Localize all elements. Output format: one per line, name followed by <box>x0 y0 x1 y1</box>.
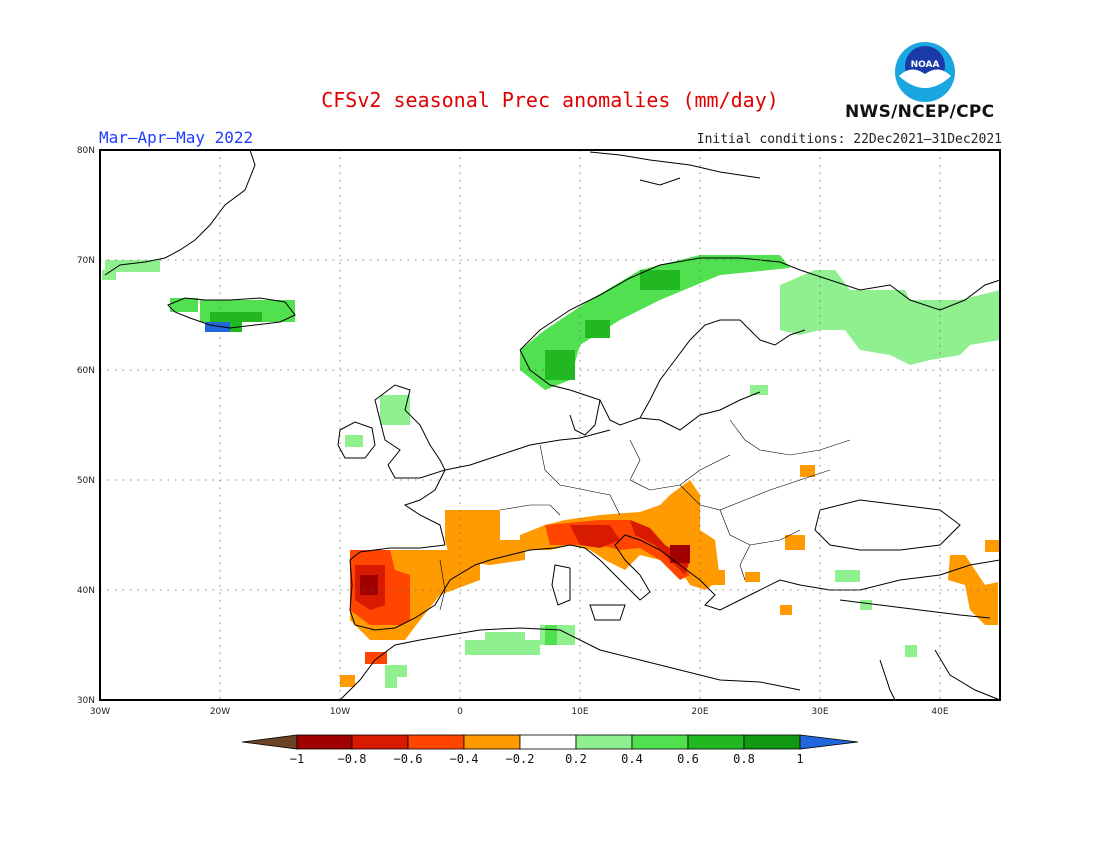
colorbar-label: −0.8 <box>338 752 367 766</box>
colorbar-swatch <box>743 734 801 750</box>
colorbar-swatch <box>631 734 689 750</box>
graticule <box>100 150 1000 700</box>
colorbar-label: 1 <box>796 752 803 766</box>
map-title: CFSv2 seasonal Prec anomalies (mm/day) <box>321 88 779 112</box>
colorbar-swatch <box>575 734 633 750</box>
lat-tick: 80N <box>77 146 95 156</box>
colorbar-label: −0.6 <box>394 752 423 766</box>
colorbar-swatch <box>407 734 465 750</box>
colorbar-swatch <box>463 734 521 750</box>
lon-tick: 20E <box>691 707 708 717</box>
country-borders <box>439 419 851 611</box>
colorbar-swatch <box>687 734 745 750</box>
colorbar-swatch <box>241 734 298 750</box>
colorbar-label: −0.2 <box>506 752 535 766</box>
anomaly-shading <box>102 255 1000 688</box>
map-frame <box>99 149 1001 701</box>
colorbar-label: 0.6 <box>677 752 699 766</box>
colorbar-swatch <box>351 734 409 750</box>
lat-tick: 30N <box>77 696 95 706</box>
season-label: Mar–Apr–May 2022 <box>99 128 254 147</box>
colorbar-label: 0.8 <box>733 752 755 766</box>
initial-conditions-label: Initial conditions: 22Dec2021–31Dec2021 <box>696 132 1002 147</box>
lat-tick: 60N <box>77 366 95 376</box>
lon-tick: 10W <box>330 707 350 717</box>
colorbar-swatch <box>296 734 353 750</box>
lon-tick: 30E <box>811 707 828 717</box>
lat-tick: 70N <box>77 256 95 266</box>
lat-tick: 50N <box>77 476 95 486</box>
colorbar-label: 0.2 <box>565 752 587 766</box>
noaa-logo-icon: NOAA <box>895 42 955 102</box>
lon-tick: 0 <box>457 707 463 717</box>
agency-label: NWS/NCEP/CPC <box>845 102 995 122</box>
lon-tick: 20W <box>210 707 230 717</box>
colorbar-label: −0.4 <box>450 752 479 766</box>
colorbar-swatch <box>519 734 577 750</box>
coastlines <box>104 149 1001 701</box>
colorbar-swatch <box>799 734 859 750</box>
lon-tick: 40E <box>931 707 948 717</box>
colorbar-label: −1 <box>290 752 304 766</box>
colorbar-label: 0.4 <box>621 752 643 766</box>
lat-tick: 40N <box>77 586 95 596</box>
lon-tick: 30W <box>90 707 110 717</box>
lat-ticks: 80N 70N 60N 50N 40N 30N <box>77 146 95 706</box>
svg-text:NOAA: NOAA <box>911 60 940 70</box>
lon-ticks: 30W 20W 10W 0 10E 20E 30E 40E <box>90 707 949 717</box>
lon-tick: 10E <box>571 707 588 717</box>
colorbar: −1 −0.8 −0.6 −0.4 −0.2 0.2 0.4 0.6 0.8 1 <box>241 734 859 766</box>
